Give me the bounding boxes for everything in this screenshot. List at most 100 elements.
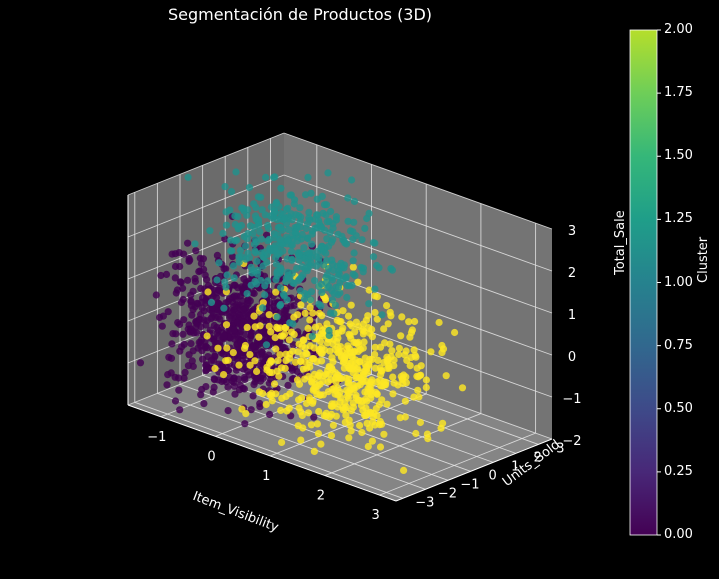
cluster-2-point: [365, 360, 373, 368]
cluster-2-point: [310, 355, 318, 363]
cluster-1-point: [231, 237, 239, 245]
z-gridline: [283, 300, 553, 398]
cluster-1-point: [283, 237, 292, 245]
cluster-2-point: [262, 400, 270, 409]
cluster-0-point: [214, 313, 222, 321]
cluster-1-point: [357, 263, 365, 272]
cluster-1-point: [263, 258, 271, 267]
cluster-2-point: [297, 357, 305, 365]
cluster-2-point: [347, 427, 355, 435]
cluster-2-point: [303, 364, 311, 372]
cluster-1-point: [323, 218, 331, 226]
cluster-2-point: [389, 390, 397, 398]
cluster-1-point: [369, 253, 378, 261]
cluster-1-point: [334, 230, 342, 238]
cluster-2-point: [294, 311, 302, 319]
cluster-2-point: [329, 421, 337, 429]
cluster-2-point: [339, 406, 347, 414]
cluster-0-point: [198, 304, 206, 312]
colorbar-label: Cluster: [696, 236, 711, 283]
cluster-1-point: [293, 264, 301, 272]
cluster-1-point: [317, 280, 326, 288]
cluster-2-point: [243, 323, 251, 331]
cluster-0-point: [191, 277, 199, 286]
cluster-2-point: [437, 424, 445, 432]
cluster-1-point: [258, 206, 266, 214]
cluster-1-point: [276, 235, 284, 243]
cluster-0-point: [202, 361, 211, 369]
cluster-1-point: [255, 216, 263, 224]
cluster-2-point: [314, 382, 322, 390]
cluster-2-point: [281, 330, 289, 338]
cluster-0-point: [284, 381, 292, 389]
cluster-1-point: [257, 249, 265, 257]
chart-title: Segmentación de Productos (3D): [167, 5, 433, 24]
cluster-1-point: [369, 239, 377, 247]
z-gridline: [283, 132, 553, 230]
z-tick-label: 1: [568, 308, 576, 323]
cluster-2-point: [222, 321, 231, 329]
cluster-1-point: [290, 279, 298, 287]
cluster-2-point: [350, 362, 358, 371]
cluster-1-point: [234, 213, 242, 221]
cluster-2-point: [333, 316, 341, 324]
cluster-2-point: [304, 409, 312, 417]
cluster-2-point: [223, 344, 231, 352]
cluster-2-point: [395, 344, 403, 352]
cluster-1-point: [311, 277, 319, 285]
cluster-1-point: [266, 212, 274, 220]
cluster-1-point: [262, 341, 271, 349]
cluster-2-point: [297, 436, 305, 444]
cluster-2-point: [306, 303, 314, 312]
cluster-1-point: [327, 238, 336, 246]
cluster-2-point: [272, 345, 280, 353]
cluster-2-point: [406, 362, 414, 370]
cluster-2-point: [308, 378, 316, 386]
cluster-0-point: [167, 369, 175, 377]
cluster-2-point: [380, 430, 388, 438]
y-tick-label: −3: [415, 495, 434, 510]
cluster-0-point: [200, 400, 208, 408]
cluster-2-point: [309, 309, 317, 317]
cluster-1-point: [302, 191, 310, 199]
cluster-2-point: [363, 409, 371, 418]
cluster-2-point: [405, 318, 413, 326]
cluster-1-point: [308, 230, 316, 238]
cluster-0-point: [162, 270, 171, 278]
cluster-2-point: [314, 430, 322, 438]
cluster-1-point: [334, 272, 342, 280]
cluster-1-point: [240, 207, 248, 215]
cluster-2-point: [422, 383, 430, 392]
cluster-2-point: [323, 320, 331, 328]
cluster-1-point: [281, 214, 289, 223]
cluster-1-point: [317, 224, 325, 232]
cluster-2-point: [313, 420, 321, 428]
cluster-2-point: [311, 323, 320, 331]
cluster-2-point: [310, 344, 318, 352]
cluster-2-point: [318, 349, 326, 357]
cluster-1-point: [349, 257, 357, 265]
cluster-1-point: [251, 247, 259, 255]
cluster-2-point: [349, 263, 357, 271]
cluster-1-point: [341, 239, 349, 247]
cluster-2-point: [365, 385, 373, 393]
cluster-0-point: [180, 374, 188, 382]
cluster-2-point: [267, 328, 275, 336]
cluster-2-point: [277, 406, 285, 414]
cluster-2-point: [246, 361, 254, 369]
cluster-2-point: [229, 349, 237, 357]
cluster-2-point: [346, 386, 354, 394]
cluster-2-point: [332, 412, 340, 420]
cluster-0-point: [163, 381, 171, 389]
cluster-0-point: [197, 259, 205, 268]
cluster-1-point: [286, 319, 294, 327]
cluster-2-point: [251, 357, 259, 365]
cluster-1-point: [242, 255, 250, 263]
z-tick-label: 3: [568, 224, 576, 239]
cluster-1-point: [272, 199, 280, 208]
cluster-1-point: [206, 227, 214, 235]
cluster-0-point: [187, 302, 195, 310]
cluster-2-point: [348, 322, 356, 330]
cluster-2-point: [272, 288, 280, 296]
